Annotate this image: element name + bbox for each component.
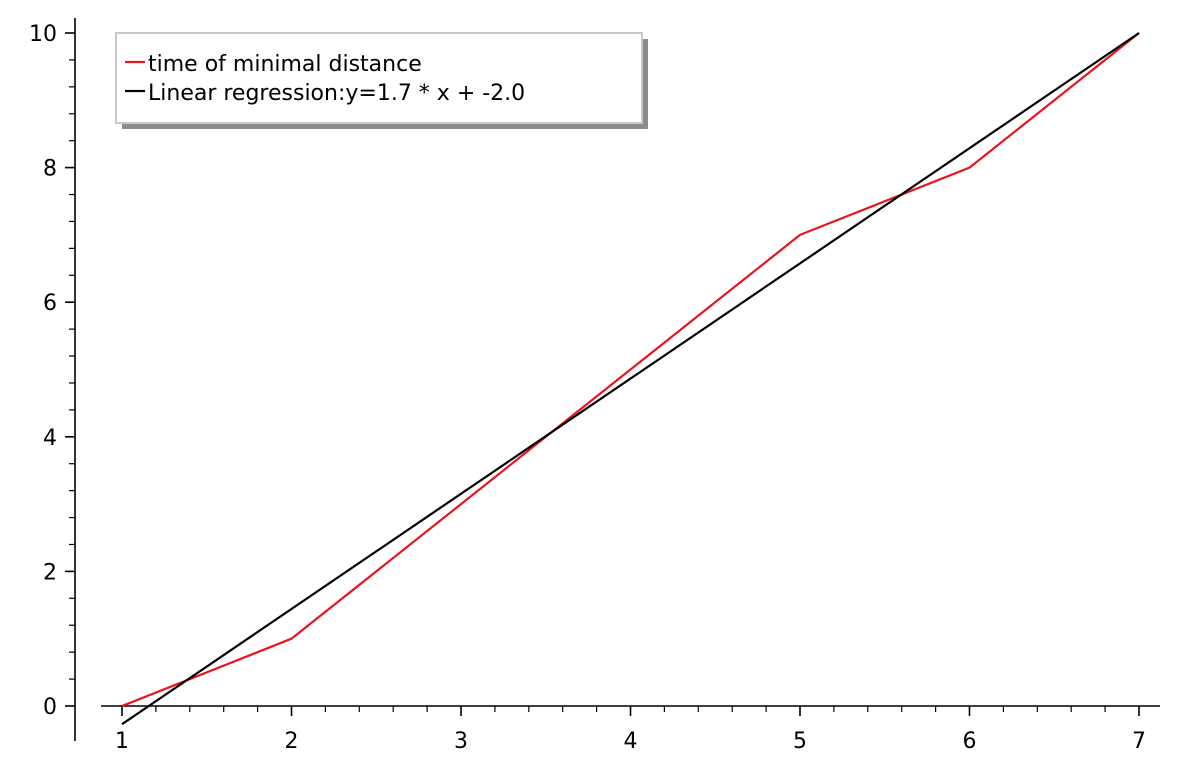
y-tick-label: 10	[29, 22, 57, 47]
y-ticks: 0 2 4 6 8 10	[29, 22, 75, 720]
series-layer	[121, 32, 1140, 726]
legend-label: time of minimal distance	[148, 52, 422, 77]
x-tick-label: 2	[285, 729, 299, 754]
x-tick-label: 3	[454, 729, 468, 754]
x-ticks: 1 2 3 4 5 6 7	[115, 706, 1146, 754]
y-tick-label: 0	[43, 695, 57, 720]
axes: 1 2 3 4 5 6 7 0 2 4 6 8 10	[29, 18, 1160, 754]
legend-label: Linear regression:y=1.7 * x + -2.0	[148, 81, 525, 106]
series-line-time-of-minimal-distance	[121, 32, 1140, 708]
y-tick-label: 2	[43, 560, 57, 585]
legend: time of minimal distance Linear regressio…	[115, 32, 648, 129]
series-line-linear-regression	[121, 32, 1140, 726]
x-tick-label: 6	[963, 729, 977, 754]
x-tick-label: 5	[793, 729, 807, 754]
y-tick-label: 8	[43, 157, 57, 182]
x-tick-label: 4	[624, 729, 638, 754]
y-tick-label: 4	[43, 426, 57, 451]
x-tick-label: 1	[115, 729, 129, 754]
y-tick-label: 6	[43, 291, 57, 316]
legend-box	[115, 32, 643, 124]
x-tick-label: 7	[1132, 729, 1146, 754]
